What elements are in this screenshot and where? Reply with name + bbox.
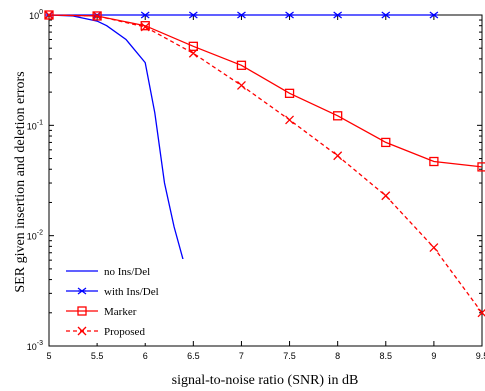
- data-point: [477, 162, 485, 172]
- legend-marker: [77, 306, 87, 316]
- data-point: [140, 11, 150, 19]
- series-1: [44, 11, 439, 19]
- x-tick-label: 8: [335, 351, 340, 361]
- data-point: [188, 48, 198, 58]
- data-point: [429, 11, 439, 19]
- data-point: [429, 243, 439, 253]
- legend-item: Proposed: [66, 326, 145, 338]
- data-point: [285, 11, 294, 19]
- data-point: [381, 137, 391, 148]
- series-line: [48, 14, 483, 314]
- data-point: [237, 11, 246, 19]
- data-point: [236, 60, 247, 70]
- data-point: [188, 11, 198, 19]
- legend-box: [60, 259, 192, 343]
- data-point: [188, 41, 198, 51]
- data-point: [236, 80, 246, 90]
- axis-ticks: 5 5.5 6 6.5 7 7.5 8 8.5 9 9.5 100 10-1 10-2 10-3: [27, 9, 485, 361]
- data-point: [381, 191, 391, 201]
- data-point: [92, 11, 102, 21]
- data-point: [381, 11, 391, 19]
- series-3: [44, 10, 485, 318]
- data-point: [284, 88, 295, 98]
- data-point: [333, 151, 343, 161]
- x-tick-label: 5.5: [91, 351, 104, 361]
- x-tick-label: 8.5: [380, 351, 393, 361]
- x-tick-label: 6.5: [187, 351, 200, 361]
- legend-marker: [77, 287, 87, 295]
- x-tick-label: 7.5: [283, 351, 296, 361]
- x-tick-label: 9: [431, 351, 436, 361]
- y-tick-label: 10-1: [27, 119, 43, 131]
- x-tick-label: 9.5: [476, 351, 485, 361]
- y-tick-label: 100: [29, 9, 43, 21]
- legend-label: Proposed: [104, 326, 145, 338]
- x-axis-label: signal-to-noise ratio (SNR) in dB: [172, 373, 359, 388]
- x-tick-label: 5: [46, 351, 51, 361]
- legend-label: with Ins/Del: [104, 286, 159, 298]
- legend-item: with Ins/Del: [66, 286, 159, 298]
- y-tick-label: 10-3: [27, 340, 43, 352]
- series-layer: [44, 10, 485, 318]
- x-tick-label: 7: [239, 351, 244, 361]
- data-point: [285, 115, 295, 125]
- legend-item: no Ins/Del: [66, 266, 150, 278]
- y-tick-label: 10-2: [27, 230, 43, 242]
- legend-item: Marker: [66, 306, 137, 318]
- data-point: [44, 10, 54, 20]
- legend-label: Marker: [104, 306, 137, 318]
- data-point: [333, 11, 343, 19]
- series-line: [48, 14, 185, 262]
- legend-marker: [77, 326, 87, 336]
- legend: no Ins/Del with Ins/Del Marker Proposed: [60, 259, 192, 343]
- y-axis-label: SER given insertion and deletion errors: [13, 71, 28, 292]
- data-point: [333, 111, 343, 121]
- data-point: [140, 22, 150, 32]
- legend-label: no Ins/Del: [104, 266, 150, 278]
- series-0: [48, 14, 185, 262]
- data-point: [429, 156, 439, 167]
- x-tick-label: 6: [143, 351, 148, 361]
